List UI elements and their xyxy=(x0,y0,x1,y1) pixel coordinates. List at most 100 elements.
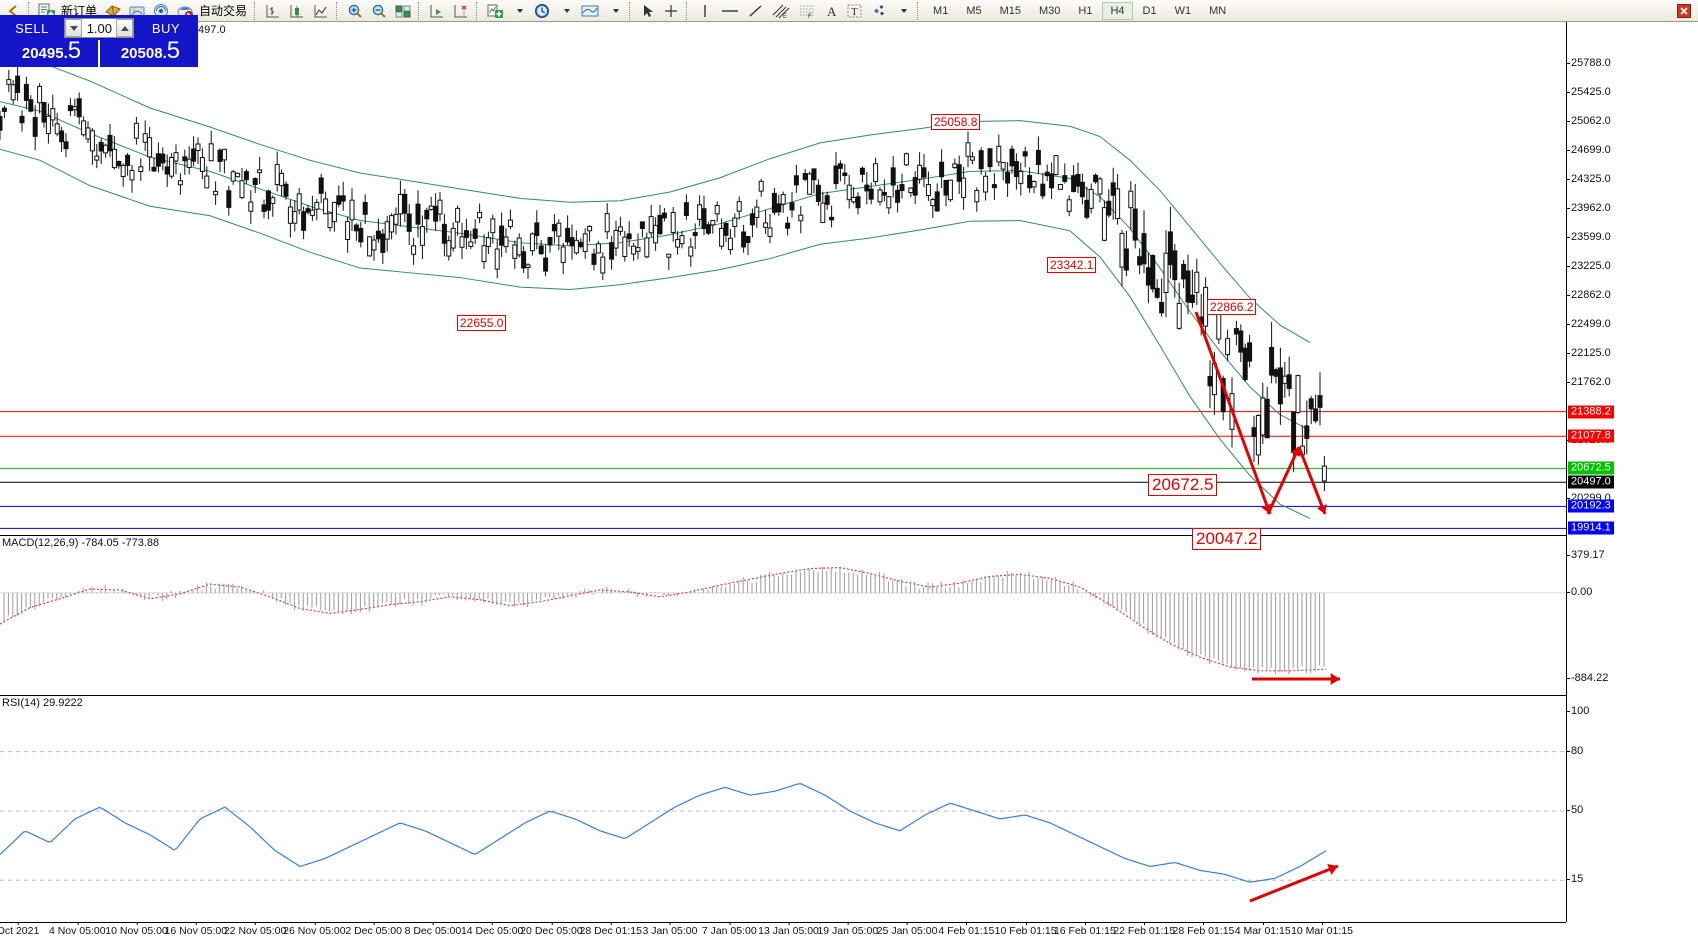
price-axis[interactable]: 25788.0 25425.0 25062.0 24699.0 24325.0 23962… xyxy=(1566,22,1698,535)
time-tick: 28 Dec 01:15 xyxy=(579,922,642,937)
price-tick: 22499.0 xyxy=(1566,318,1611,330)
volume-value[interactable]: 1.00 xyxy=(86,20,112,36)
time-tick: 25 Jan 05:00 xyxy=(876,922,938,937)
timeframe-h4[interactable]: H4 xyxy=(1102,1,1133,20)
rsi-axis: 100 80 50 15 xyxy=(1565,695,1698,922)
price-tick: 25425.0 xyxy=(1566,86,1611,98)
chart-canvas[interactable]: HK50-,H4 20176.0 20779.0 20096.0 20497.0… xyxy=(0,22,1698,940)
timeframe-d1[interactable]: D1 xyxy=(1142,4,1157,17)
price-tick: 22862.0 xyxy=(1566,289,1611,301)
horizontal-line-icon[interactable] xyxy=(717,1,743,21)
price-tag-25058[interactable]: 25058.8 xyxy=(931,114,981,130)
zoom-in-icon[interactable] xyxy=(344,1,366,21)
price-level-label-20192-3[interactable]: 20192.3 xyxy=(1568,499,1614,513)
chart-shift-icon[interactable] xyxy=(450,1,472,21)
toolbar-separator xyxy=(418,1,422,20)
svg-text:F: F xyxy=(808,14,812,19)
time-axis[interactable]: Oct 2021 4 Nov 05:00 10 Nov 05:00 16 Nov 05… xyxy=(0,922,1566,940)
scroll-left-icon[interactable] xyxy=(3,1,24,21)
sell-price-separator: . xyxy=(63,45,68,62)
period-icon[interactable] xyxy=(531,1,553,21)
time-tick: 22 Nov 05:00 xyxy=(223,922,287,937)
bar-chart-icon[interactable] xyxy=(262,1,284,21)
buy-button[interactable]: BUY xyxy=(135,16,197,40)
time-tick: 28 Feb 01:15 xyxy=(1172,922,1235,937)
buy-price-fraction: 5 xyxy=(166,37,181,64)
price-level-label-20672-5[interactable]: 20672.5 xyxy=(1568,461,1614,475)
chevron-down-icon[interactable] xyxy=(508,1,529,21)
chevron-down-icon[interactable] xyxy=(892,1,913,21)
crosshair-icon[interactable] xyxy=(660,1,682,21)
price-tag-22866[interactable]: 22866.2 xyxy=(1207,299,1257,315)
sell-price[interactable]: 20495. 5 xyxy=(1,39,98,68)
chevron-down-icon[interactable] xyxy=(555,1,576,21)
indicators-icon[interactable] xyxy=(484,1,506,21)
autotrading-label[interactable]: 自动交易 xyxy=(199,4,248,18)
macd-tick: -884.22 xyxy=(1565,672,1609,684)
templates-icon[interactable] xyxy=(578,1,602,21)
rsi-plot xyxy=(0,751,1566,903)
price-level-label-21077-8[interactable]: 21077.8 xyxy=(1568,429,1614,443)
new-order-label[interactable]: 新订单 xyxy=(61,4,98,18)
time-tick: 10 Feb 01:15 xyxy=(994,922,1057,937)
cursor-icon[interactable] xyxy=(637,1,658,21)
equidistant-channel-icon[interactable]: E xyxy=(769,1,793,21)
price-tag-22655[interactable]: 22655.0 xyxy=(457,315,507,331)
toolbar-separator xyxy=(686,1,690,20)
sell-price-integer: 20495 xyxy=(21,45,64,62)
fibonacci-icon[interactable]: F xyxy=(795,1,819,21)
volume-decrement-icon[interactable] xyxy=(65,19,82,37)
price-tag-20047[interactable]: 20047.2 xyxy=(1192,528,1262,550)
rsi-pane[interactable]: RSI(14) 29.9222 xyxy=(0,695,1566,922)
toolbar-separator xyxy=(629,1,633,20)
price-tick: 22125.0 xyxy=(1566,347,1611,359)
expert-advisors-icon[interactable] xyxy=(102,1,124,21)
tile-windows-icon[interactable] xyxy=(392,1,414,21)
time-tick: 2 Dec 05:00 xyxy=(345,922,402,937)
time-tick: 7 Jan 05:00 xyxy=(701,922,757,937)
line-chart-icon[interactable] xyxy=(310,1,332,21)
timeframe-mn[interactable]: MN xyxy=(1209,4,1227,17)
price-tick: 24699.0 xyxy=(1566,144,1611,156)
vertical-line-icon[interactable] xyxy=(694,1,715,21)
timeframe-m5[interactable]: M5 xyxy=(966,4,982,17)
text-icon[interactable]: A xyxy=(821,1,842,21)
time-tick: 14 Dec 05:00 xyxy=(460,922,524,937)
buy-price[interactable]: 20508. 5 xyxy=(100,37,197,68)
rsi-tick: 100 xyxy=(1565,705,1590,717)
price-pane[interactable] xyxy=(0,22,1566,535)
auto-scroll-icon[interactable] xyxy=(426,1,448,21)
volume-increment-icon[interactable] xyxy=(116,19,133,37)
price-level-label-19914-1[interactable]: 19914.1 xyxy=(1568,521,1614,535)
price-tag-23342[interactable]: 23342.1 xyxy=(1047,257,1097,273)
macd-label: MACD(12,26,9) -784.05 -773.88 xyxy=(2,537,160,549)
shapes-icon[interactable] xyxy=(868,1,890,21)
timeframe-h1[interactable]: H1 xyxy=(1078,4,1093,17)
buy-price-separator: . xyxy=(162,45,167,62)
text-label-icon[interactable]: T xyxy=(844,1,866,21)
timeframe-m15[interactable]: M15 xyxy=(999,4,1021,17)
timeframe-m1[interactable]: M1 xyxy=(933,4,949,17)
candlestick-chart-icon[interactable] xyxy=(286,1,308,21)
price-level-label-20497-0[interactable]: 20497.0 xyxy=(1568,475,1614,489)
main-toolbar: 新订单 xyxy=(0,0,1698,22)
trendline-icon[interactable] xyxy=(745,1,767,21)
close-icon[interactable] xyxy=(1673,1,1694,21)
macd-tick: 379.17 xyxy=(1566,549,1605,561)
zoom-out-icon[interactable] xyxy=(368,1,390,21)
toolbar-separator xyxy=(254,1,258,20)
sell-button[interactable]: SELL xyxy=(1,16,63,40)
price-level-label-21388-2[interactable]: 21388.2 xyxy=(1568,405,1614,419)
macd-plot xyxy=(0,566,1566,685)
one-click-trading-panel[interactable]: SELL 1.00 BUY 20495. 5 20508. 5 xyxy=(0,15,198,68)
toolbar-separator xyxy=(917,1,921,20)
timeframe-m30[interactable]: M30 xyxy=(1039,4,1061,17)
chevron-down-icon[interactable] xyxy=(604,1,625,21)
timeframe-w1[interactable]: W1 xyxy=(1174,4,1192,17)
price-tick: 23225.0 xyxy=(1566,260,1611,272)
rsi-label: RSI(14) 29.9222 xyxy=(2,697,83,709)
macd-pane[interactable]: MACD(12,26,9) -784.05 -773.88 xyxy=(0,535,1566,695)
price-tag-20672[interactable]: 20672.5 xyxy=(1148,474,1218,496)
volume-stepper[interactable]: 1.00 xyxy=(64,18,134,38)
